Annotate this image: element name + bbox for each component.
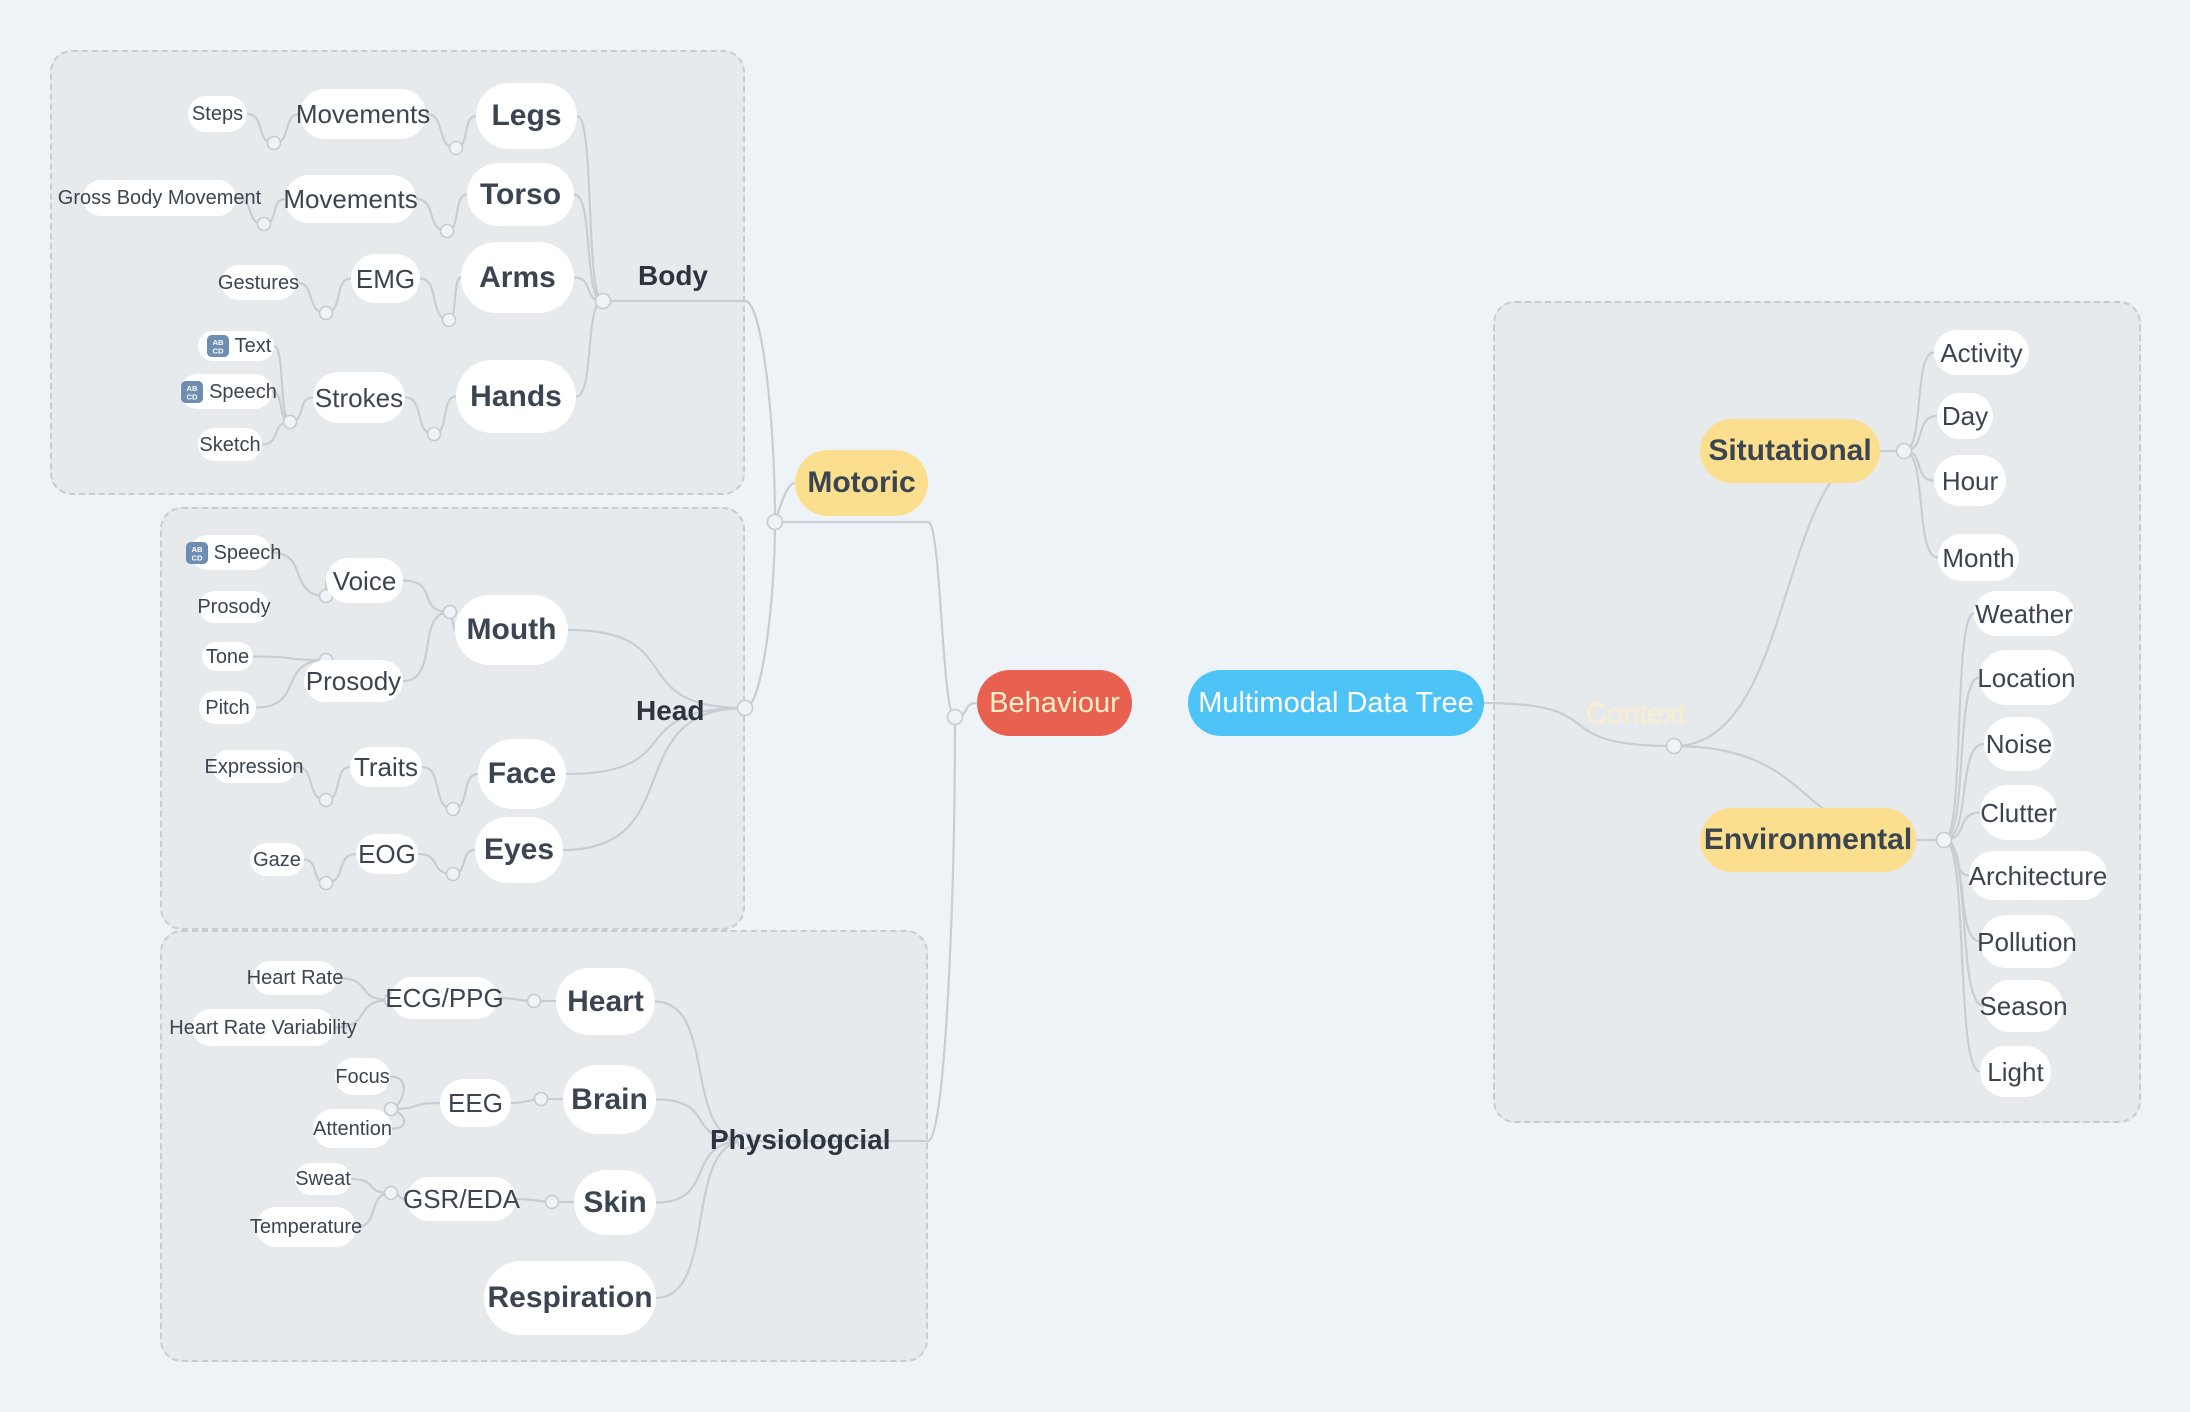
svg-text:CD: CD xyxy=(212,347,224,356)
svg-text:AB: AB xyxy=(212,338,224,347)
svg-text:CD: CD xyxy=(187,392,199,401)
svg-text:AB: AB xyxy=(187,383,199,392)
svg-text:CD: CD xyxy=(191,553,203,562)
svg-text:AB: AB xyxy=(191,544,203,553)
